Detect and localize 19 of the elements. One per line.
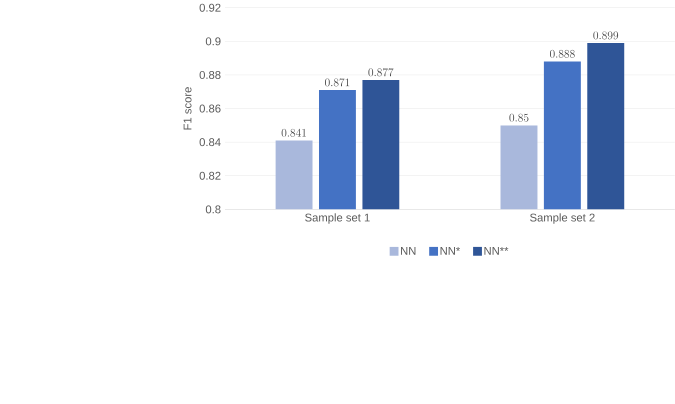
- data-label: 0.85: [509, 114, 528, 122]
- data-label: 0.888: [550, 50, 575, 58]
- x-tick-label: Sample set 1: [305, 213, 370, 224]
- legend-label: NN*: [440, 246, 460, 255]
- y-tick-label: 0.88: [200, 70, 221, 79]
- y-tick-label: 0.86: [200, 104, 221, 112]
- y-tick-label: 0.82: [200, 172, 220, 180]
- y-tick-label: 0.92: [200, 4, 220, 12]
- data-label: 0.841: [282, 128, 306, 137]
- y-tick-label: 0.84: [200, 138, 221, 146]
- data-label: 0.877: [368, 68, 394, 76]
- y-tick-label: 0.9: [206, 37, 221, 46]
- data-label: 0.899: [593, 31, 618, 40]
- y-axis-title: F1 score: [184, 87, 192, 130]
- legend-label: NN**: [484, 246, 508, 255]
- data-label: 0.871: [325, 78, 350, 86]
- y-tick-label: 0.8: [206, 205, 221, 214]
- x-tick-label: Sample set 2: [530, 213, 595, 224]
- legend-label: NN: [401, 246, 416, 255]
